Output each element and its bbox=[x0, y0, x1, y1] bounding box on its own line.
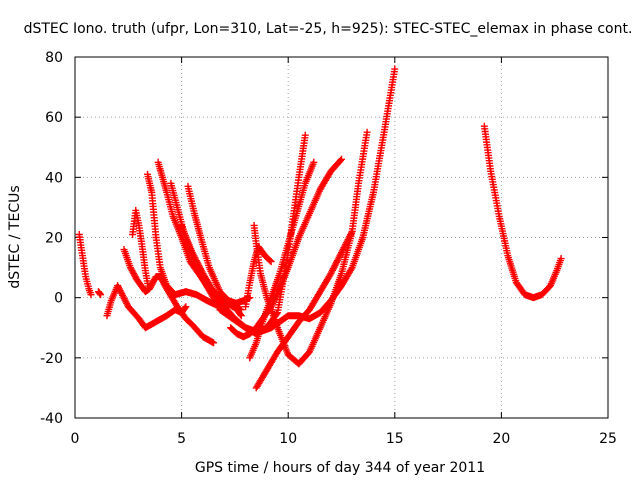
data-point bbox=[181, 304, 189, 312]
y-tick-label: 20 bbox=[45, 231, 63, 247]
chart-title: dSTEC Iono. truth (ufpr, Lon=310, Lat=-2… bbox=[24, 21, 633, 37]
data-point bbox=[363, 128, 371, 136]
x-tick-label: 25 bbox=[599, 431, 617, 447]
x-axis-label: GPS time / hours of day 344 of year 2011 bbox=[195, 460, 485, 476]
y-axis-tick-labels: -40 -20 0 20 40 60 80 bbox=[40, 50, 63, 427]
data-points bbox=[75, 65, 565, 392]
data-point bbox=[310, 158, 318, 166]
data-point bbox=[96, 290, 104, 298]
y-tick-label: 0 bbox=[54, 291, 63, 307]
data-point bbox=[233, 300, 241, 308]
x-tick-label: 20 bbox=[492, 431, 510, 447]
data-point bbox=[348, 227, 356, 235]
series-arc1 bbox=[75, 230, 95, 299]
series-arc6 bbox=[143, 170, 245, 320]
y-tick-label: -20 bbox=[40, 351, 63, 367]
data-point bbox=[267, 258, 275, 266]
data-point bbox=[237, 312, 245, 320]
data-point bbox=[97, 291, 105, 299]
series-arc11 bbox=[216, 65, 399, 335]
data-point bbox=[347, 265, 355, 273]
data-point bbox=[337, 156, 345, 164]
y-axis-label: dSTEC / TECUs bbox=[7, 185, 23, 288]
series-arc17 bbox=[480, 122, 565, 302]
y-tick-label: 40 bbox=[45, 170, 63, 186]
data-point bbox=[301, 131, 309, 139]
axis-ticks bbox=[74, 56, 609, 419]
data-point bbox=[347, 229, 355, 237]
x-tick-label: 5 bbox=[177, 431, 186, 447]
x-tick-label: 15 bbox=[386, 431, 404, 447]
series-arc14 bbox=[246, 158, 318, 362]
y-tick-label: 60 bbox=[45, 110, 63, 126]
series-arc5 bbox=[129, 206, 153, 293]
data-point bbox=[237, 306, 245, 314]
data-point bbox=[182, 303, 190, 311]
data-point bbox=[391, 65, 399, 73]
data-point bbox=[210, 339, 218, 347]
series-arc9 bbox=[184, 182, 241, 308]
y-tick-label: -40 bbox=[40, 411, 63, 427]
data-point bbox=[266, 257, 274, 265]
data-point bbox=[338, 155, 345, 163]
x-tick-label: 10 bbox=[279, 431, 297, 447]
y-tick-label: 80 bbox=[45, 50, 63, 66]
x-axis-tick-labels: 0 5 10 15 20 25 bbox=[71, 431, 617, 447]
series-arc2 bbox=[94, 288, 105, 299]
x-tick-label: 0 bbox=[71, 431, 80, 447]
data-point bbox=[87, 291, 95, 299]
series-arc16 bbox=[252, 227, 356, 392]
data-point bbox=[557, 255, 565, 263]
data-point bbox=[145, 285, 153, 293]
